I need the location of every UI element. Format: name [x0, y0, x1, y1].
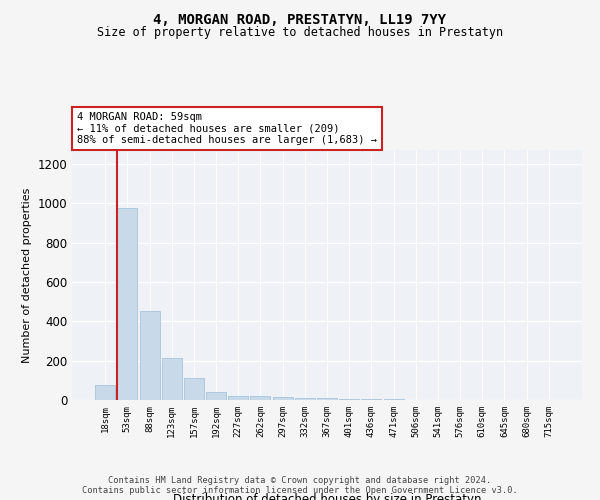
Text: Size of property relative to detached houses in Prestatyn: Size of property relative to detached ho…: [97, 26, 503, 39]
Bar: [295, 398, 315, 400]
Text: 4 MORGAN ROAD: 59sqm
← 11% of detached houses are smaller (209)
88% of semi-deta: 4 MORGAN ROAD: 59sqm ← 11% of detached h…: [77, 112, 377, 145]
Y-axis label: Number of detached properties: Number of detached properties: [22, 188, 32, 362]
X-axis label: Distribution of detached houses by size in Prestatyn: Distribution of detached houses by size …: [173, 492, 481, 500]
Bar: [228, 396, 248, 400]
Bar: [118, 208, 137, 400]
Bar: [206, 392, 226, 400]
Bar: [272, 397, 293, 400]
Text: Contains HM Land Registry data © Crown copyright and database right 2024.
Contai: Contains HM Land Registry data © Crown c…: [82, 476, 518, 495]
Bar: [250, 396, 271, 400]
Bar: [184, 378, 204, 400]
Bar: [162, 358, 182, 400]
Text: 4, MORGAN ROAD, PRESTATYN, LL19 7YY: 4, MORGAN ROAD, PRESTATYN, LL19 7YY: [154, 12, 446, 26]
Bar: [361, 399, 382, 400]
Bar: [95, 385, 115, 400]
Bar: [317, 398, 337, 400]
Bar: [339, 399, 359, 400]
Bar: [140, 312, 160, 400]
